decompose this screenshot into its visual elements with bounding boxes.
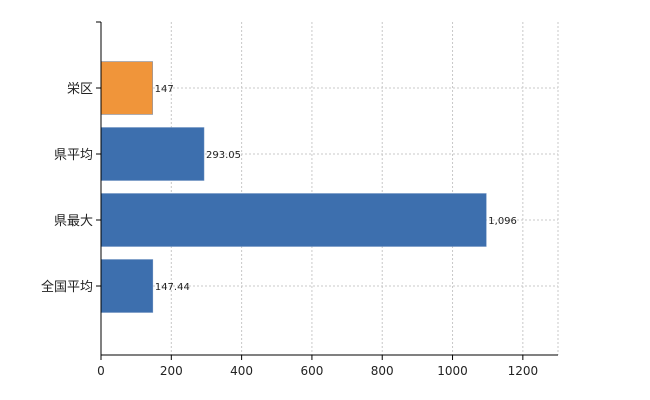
bar-value-label: 293.05 (206, 150, 241, 161)
grid-lines (101, 22, 559, 355)
y-category-label: 県最大 (54, 214, 93, 229)
x-tick-label: 1000 (437, 364, 468, 378)
bar (100, 193, 487, 247)
bars (100, 61, 487, 313)
x-tick-label: 600 (300, 364, 323, 378)
bar (100, 61, 153, 115)
bar (100, 259, 154, 313)
y-category-label: 全国平均 (41, 279, 93, 295)
y-category-label: 栄区 (67, 82, 93, 97)
y-category-label: 県平均 (54, 148, 93, 163)
x-tick-label: 1200 (508, 364, 539, 378)
bar-value-label: 147.44 (155, 282, 190, 293)
x-tick-label: 800 (371, 364, 394, 378)
bar-value-label: 147 (155, 84, 174, 95)
x-axis-ticks: 0 200 400 600 800 1000 1200 (97, 355, 538, 378)
x-tick-label: 0 (97, 364, 105, 378)
data-labels: 147 293.05 1,096 147.44 (155, 84, 517, 293)
x-tick-label: 400 (230, 364, 253, 378)
bar (100, 127, 205, 181)
axes (100, 22, 558, 356)
x-tick-label: 200 (160, 364, 183, 378)
bar-value-label: 1,096 (488, 216, 517, 227)
